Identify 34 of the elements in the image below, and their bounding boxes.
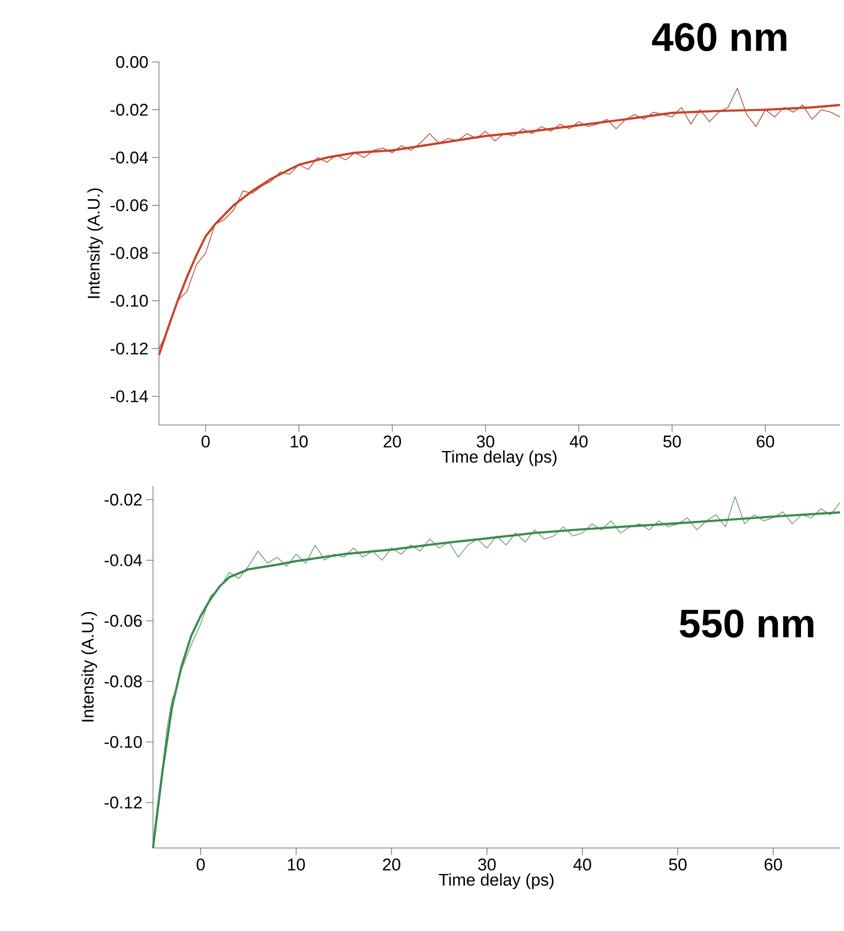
x-axis-title: Time delay (ps) bbox=[442, 450, 556, 466]
y-axis-title: Intensity (A.U.) bbox=[81, 612, 98, 722]
x-tick-label: 20 bbox=[382, 858, 400, 871]
y-tick-label: -0.02 bbox=[110, 104, 148, 116]
x-tick-label: 20 bbox=[384, 436, 401, 448]
x-tick-label: 50 bbox=[663, 436, 681, 448]
y-tick-label: -0.04 bbox=[110, 152, 148, 164]
x-tick-label: 30 bbox=[478, 858, 496, 871]
x-axis-title: Time delay (ps) bbox=[438, 873, 554, 890]
x-tick-label: 0 bbox=[202, 436, 210, 448]
x-tick-label: 60 bbox=[764, 858, 782, 871]
annotation: 550 nm bbox=[680, 609, 814, 638]
y-tick-label: -0.08 bbox=[110, 247, 148, 260]
x-tick-label: 50 bbox=[669, 858, 687, 871]
x-tick-label: 40 bbox=[573, 858, 592, 871]
y-tick-label: -0.08 bbox=[104, 675, 142, 688]
y-tick-label: -0.10 bbox=[110, 294, 148, 307]
y-tick-label: -0.02 bbox=[104, 494, 142, 506]
y-tick-label: -0.04 bbox=[104, 554, 142, 566]
x-tick-label: 30 bbox=[476, 436, 494, 448]
y-axis-title: Intensity (A.U.) bbox=[87, 188, 104, 298]
text: 460 nm bbox=[652, 22, 786, 52]
x-tick-label: 0 bbox=[196, 858, 205, 871]
y-tick-label: 0.00 bbox=[116, 56, 148, 68]
y-tick-label: -0.12 bbox=[104, 796, 142, 809]
y-tick-label: -0.12 bbox=[110, 342, 148, 355]
y-tick-label: -0.14 bbox=[110, 390, 148, 402]
x-tick-label: 40 bbox=[570, 436, 588, 448]
x-tick-label: 10 bbox=[290, 436, 308, 448]
y-tick-label: -0.06 bbox=[110, 199, 148, 212]
y-tick-label: -0.10 bbox=[104, 736, 142, 748]
x-tick-label: 10 bbox=[288, 858, 305, 871]
y-tick-label: -0.06 bbox=[104, 614, 142, 627]
x-tick-label: 60 bbox=[756, 436, 774, 448]
